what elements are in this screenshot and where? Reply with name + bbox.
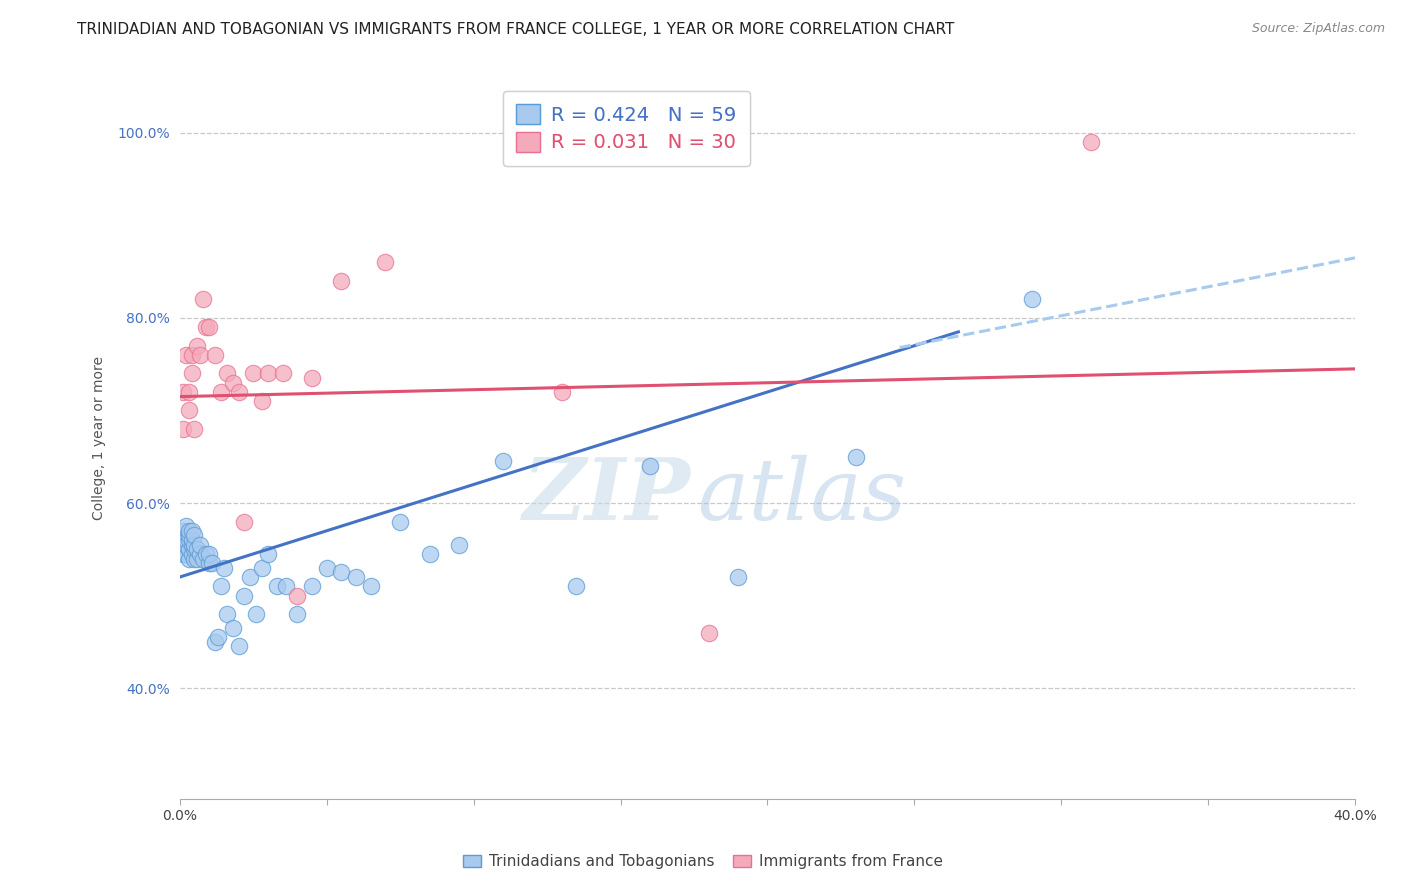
Point [257,547,280,561]
Point [330,274,353,288]
Point [551,384,574,399]
Point [172,422,194,436]
Point [221,376,243,390]
Point [183,422,205,436]
Point [315,561,337,575]
Text: TRINIDADIAN AND TOBAGONIAN VS IMMIGRANTS FROM FRANCE COLLEGE, 1 YEAR OR MORE COR: TRINIDADIAN AND TOBAGONIAN VS IMMIGRANTS… [77,22,955,37]
Point [180,367,202,381]
Point [174,533,197,547]
Point [209,384,232,399]
Point [172,547,194,561]
Point [228,640,250,654]
Point [447,538,470,552]
Point [301,579,323,593]
Point [172,384,194,399]
Point [242,367,264,381]
Point [177,533,200,547]
Point [389,515,412,529]
Point [727,570,749,584]
Point [204,634,226,648]
Legend: R = 0.424   N = 59, R = 0.031   N = 30: R = 0.424 N = 59, R = 0.031 N = 30 [503,91,751,166]
Point [207,630,229,644]
Point [285,607,308,621]
Point [492,454,515,468]
Point [301,371,323,385]
Point [1021,293,1043,307]
Point [285,589,308,603]
Point [174,348,197,362]
Point [172,533,194,547]
Point [344,570,367,584]
Point [233,515,256,529]
Point [190,348,212,362]
Point [198,320,221,334]
Point [193,551,215,566]
Point [250,394,273,409]
Point [174,547,197,561]
Point [257,367,280,381]
Text: atlas: atlas [697,455,905,537]
Point [180,348,202,362]
Point [190,538,212,552]
Point [177,551,200,566]
Legend: Trinidadians and Tobagonians, Immigrants from France: Trinidadians and Tobagonians, Immigrants… [457,848,949,875]
Point [239,570,262,584]
Point [201,556,224,570]
Point [186,339,208,353]
Text: Source: ZipAtlas.com: Source: ZipAtlas.com [1251,22,1385,36]
Point [204,348,226,362]
Point [174,538,197,552]
Point [274,579,297,593]
Point [228,384,250,399]
Y-axis label: College, 1 year or more: College, 1 year or more [93,356,107,520]
Point [250,561,273,575]
Point [212,561,235,575]
Point [195,320,218,334]
Point [271,367,294,381]
Point [419,547,441,561]
Point [180,533,202,547]
Point [183,542,205,557]
Point [183,528,205,542]
Point [190,547,212,561]
Point [174,519,197,533]
Point [177,524,200,538]
Point [266,579,288,593]
Point [193,293,215,307]
Point [209,579,232,593]
Point [198,556,221,570]
Point [183,538,205,552]
Point [186,542,208,557]
Point [697,625,720,640]
Point [177,384,200,399]
Point [180,538,202,552]
Point [245,607,267,621]
Point [845,450,868,464]
Point [177,528,200,542]
Point [177,403,200,417]
Point [638,458,661,473]
Point [186,551,208,566]
Point [172,524,194,538]
Point [221,621,243,635]
Point [195,547,218,561]
Point [180,547,202,561]
Point [1080,135,1102,149]
Point [215,607,238,621]
Point [233,589,256,603]
Point [177,542,200,557]
Point [360,579,382,593]
Point [565,579,588,593]
Text: ZIP: ZIP [523,454,690,538]
Point [198,547,221,561]
Point [172,538,194,552]
Point [330,566,353,580]
Point [374,255,396,269]
Point [180,524,202,538]
Point [215,367,238,381]
Point [183,551,205,566]
